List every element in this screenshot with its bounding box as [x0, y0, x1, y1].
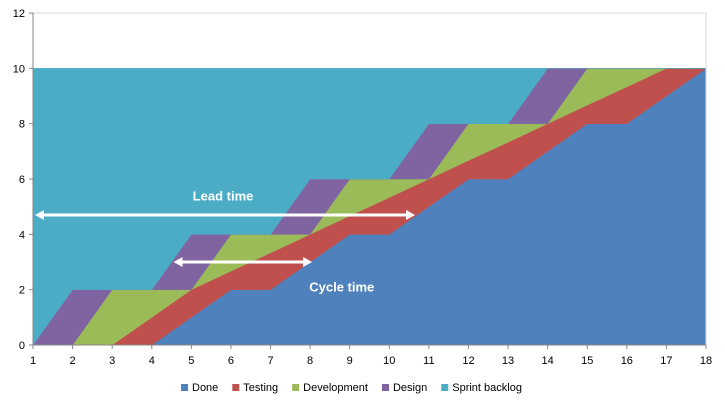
legend-swatch — [441, 384, 449, 391]
legend-swatch — [232, 384, 240, 391]
legend-item-development: Development — [292, 382, 368, 394]
x-tick-label: 7 — [267, 355, 273, 367]
x-tick-label: 14 — [542, 355, 554, 367]
legend-swatch — [292, 384, 300, 391]
legend: Done Testing Development Design Sprint backl… — [181, 382, 522, 394]
x-tick-label: 4 — [149, 355, 155, 367]
x-tick-label: 9 — [347, 355, 353, 367]
x-tick-label: 10 — [383, 355, 395, 367]
y-tick-label: 12 — [13, 8, 25, 20]
legend-swatch — [181, 384, 188, 391]
legend-label: Development — [303, 382, 368, 394]
x-tick-label: 15 — [581, 355, 593, 367]
legend-label: Sprint backlog — [452, 382, 522, 394]
legend-label: Design — [393, 382, 427, 394]
x-tick-label: 3 — [109, 355, 115, 367]
legend-item-design: Design — [381, 382, 427, 394]
x-tick-label: 1 — [30, 355, 36, 367]
cycle-time-arrowhead-right — [303, 257, 313, 267]
y-tick-label: 10 — [13, 63, 25, 75]
x-tick-label: 18 — [700, 355, 712, 367]
x-tick-label: 11 — [423, 355, 434, 367]
legend-label: Testing — [243, 382, 278, 394]
legend-item-sprint-backlog: Sprint backlog — [441, 382, 522, 394]
y-tick-label: 4 — [19, 229, 25, 241]
x-tick-label: 6 — [228, 355, 234, 367]
x-tick-label: 5 — [188, 355, 194, 367]
lead-time-arrowhead-right — [406, 209, 416, 220]
lead-time-arrowhead-left — [34, 209, 44, 220]
series-areas — [32, 67, 707, 346]
area-sprint-backlog — [32, 68, 706, 346]
x-tick-label: 16 — [621, 355, 633, 367]
legend-item-testing: Testing — [232, 382, 278, 394]
x-tick-label: 13 — [502, 355, 514, 367]
y-tick-label: 6 — [19, 174, 25, 186]
legend-item-done: Done — [181, 382, 218, 394]
y-tick-label: 2 — [19, 285, 25, 297]
cycle-time-label: Cycle time — [309, 280, 374, 295]
annotations: Lead time Cycle time — [34, 189, 416, 295]
x-tick-label: 2 — [70, 355, 76, 367]
legend-swatch — [381, 384, 389, 391]
x-tick-label: 12 — [462, 355, 474, 367]
legend-label: Done — [192, 382, 218, 394]
lead-time-label: Lead time — [193, 189, 254, 204]
x-tick-label: 8 — [307, 355, 313, 367]
y-tick-label: 0 — [19, 340, 25, 352]
x-tick-label: 17 — [660, 355, 672, 367]
y-tick-label: 8 — [19, 119, 25, 131]
cycle-time-arrowhead-left — [173, 257, 183, 267]
